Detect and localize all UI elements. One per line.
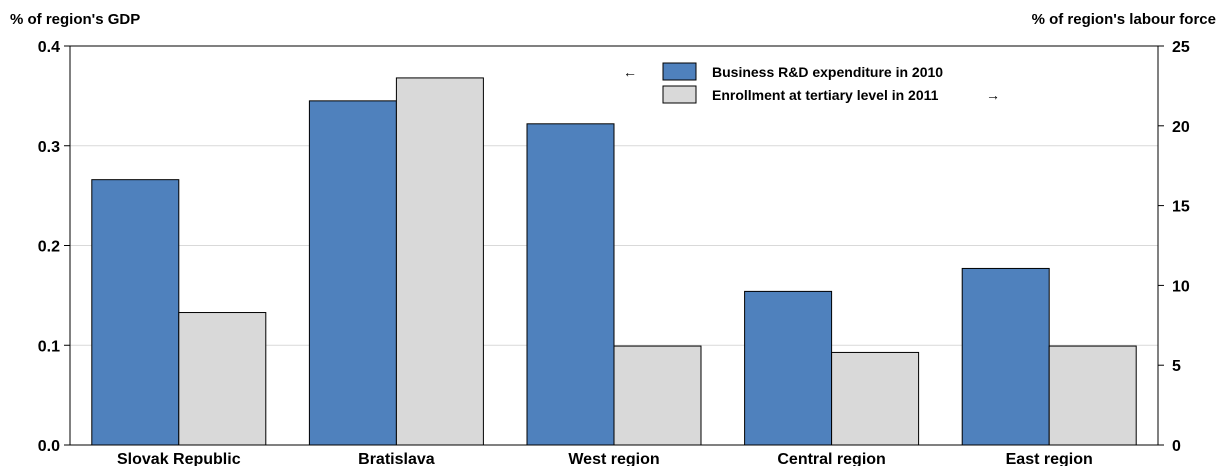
bar-tertiary-enrollment xyxy=(1048,345,1137,446)
category-label: East region xyxy=(1006,451,1093,466)
right-tick-label: 5 xyxy=(1172,358,1181,375)
bar-tertiary-enrollment xyxy=(178,312,267,446)
right-tick-label: 25 xyxy=(1172,39,1190,56)
category-label: West region xyxy=(568,451,659,466)
legend-label-rd: Business R&D expenditure in 2010 xyxy=(712,64,943,80)
left-tick-label: 0.2 xyxy=(38,239,60,256)
bar-rd-expenditure xyxy=(308,100,397,446)
bar-tertiary-enrollment xyxy=(831,351,920,446)
legend-left-arrow: ← xyxy=(623,64,637,80)
legend: ← Business R&D expenditure in 2010 Enrol… xyxy=(623,62,1000,104)
left-tick-label: 0.1 xyxy=(38,338,60,355)
legend-label-tertiary: Enrollment at tertiary level in 2011 xyxy=(712,87,939,103)
left-tick-label: 0.3 xyxy=(38,139,60,156)
category-label: Slovak Republic xyxy=(117,451,241,466)
bar-rd-expenditure xyxy=(744,290,833,446)
bar-rd-expenditure xyxy=(526,123,615,446)
bar-rd-expenditure xyxy=(961,267,1050,446)
bar-rd-expenditure xyxy=(91,179,180,446)
left-axis-title: % of region's GDP xyxy=(10,11,140,28)
right-tick-label: 15 xyxy=(1172,199,1190,216)
category-label: Bratislava xyxy=(358,451,435,466)
bar-tertiary-enrollment xyxy=(613,345,702,446)
left-tick-label: 0.0 xyxy=(38,438,60,455)
category-labels: Slovak Republic Bratislava West region Cent… xyxy=(117,451,1093,466)
legend-swatch-tertiary xyxy=(662,85,697,104)
legend-right-arrow: → xyxy=(986,87,1000,103)
right-tick-label: 20 xyxy=(1172,119,1190,136)
right-tick-label: 10 xyxy=(1172,278,1190,295)
left-tick-label: 0.4 xyxy=(38,39,60,56)
legend-swatch-rd xyxy=(662,62,697,81)
right-tick-label: 0 xyxy=(1172,438,1181,455)
bar-tertiary-enrollment xyxy=(395,77,484,446)
right-axis-title: % of region's labour force xyxy=(1032,11,1216,28)
axis-ticks: 0.0 0.1 0.2 0.3 0.4 0 5 10 15 20 25 xyxy=(38,39,1190,455)
bars xyxy=(91,77,1137,446)
category-label: Central region xyxy=(777,451,885,466)
